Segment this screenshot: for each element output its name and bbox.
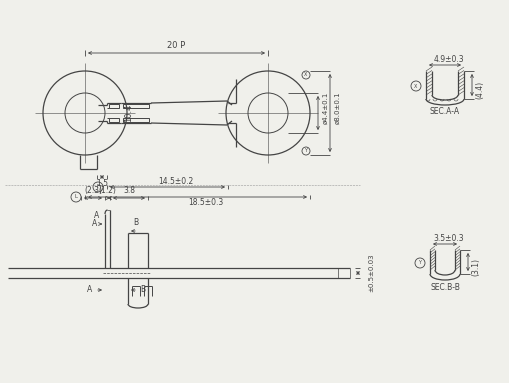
Text: Y: Y: [418, 260, 420, 265]
Bar: [109, 118, 119, 122]
Text: 4.9±0.3: 4.9±0.3: [433, 56, 463, 64]
Text: 1.5: 1.5: [96, 180, 108, 188]
Text: ø8.0±0.1: ø8.0±0.1: [334, 92, 341, 124]
Text: L: L: [74, 195, 77, 200]
Text: SEC.B-B: SEC.B-B: [429, 283, 459, 291]
Text: A: A: [94, 211, 99, 221]
Text: (2.3): (2.3): [84, 187, 102, 195]
Text: A: A: [87, 285, 92, 295]
Text: (1.2): (1.2): [98, 187, 116, 195]
Text: ø4.4±0.1: ø4.4±0.1: [322, 92, 328, 124]
Text: B: B: [133, 218, 138, 228]
Bar: [109, 104, 119, 108]
Text: A: A: [92, 219, 97, 229]
Text: Y: Y: [304, 149, 307, 154]
Text: 3.8: 3.8: [123, 187, 135, 195]
Text: (3.1): (3.1): [471, 258, 479, 276]
Text: B: B: [140, 285, 145, 295]
Text: 20 P: 20 P: [167, 41, 185, 51]
Text: 14.5±0.2: 14.5±0.2: [158, 177, 193, 187]
Text: (4.4): (4.4): [474, 81, 484, 99]
Text: ±0.5±0.03: ±0.5±0.03: [367, 254, 373, 292]
Text: X: X: [304, 72, 307, 77]
Text: 10.4: 10.4: [124, 104, 133, 122]
Bar: [123, 118, 149, 122]
Text: 18.5±0.3: 18.5±0.3: [187, 198, 223, 208]
Text: SEC.A-A: SEC.A-A: [429, 108, 459, 116]
Text: X: X: [413, 83, 417, 88]
Text: 3.5±0.3: 3.5±0.3: [433, 234, 463, 244]
Text: F: F: [96, 185, 99, 190]
Bar: [123, 104, 149, 108]
